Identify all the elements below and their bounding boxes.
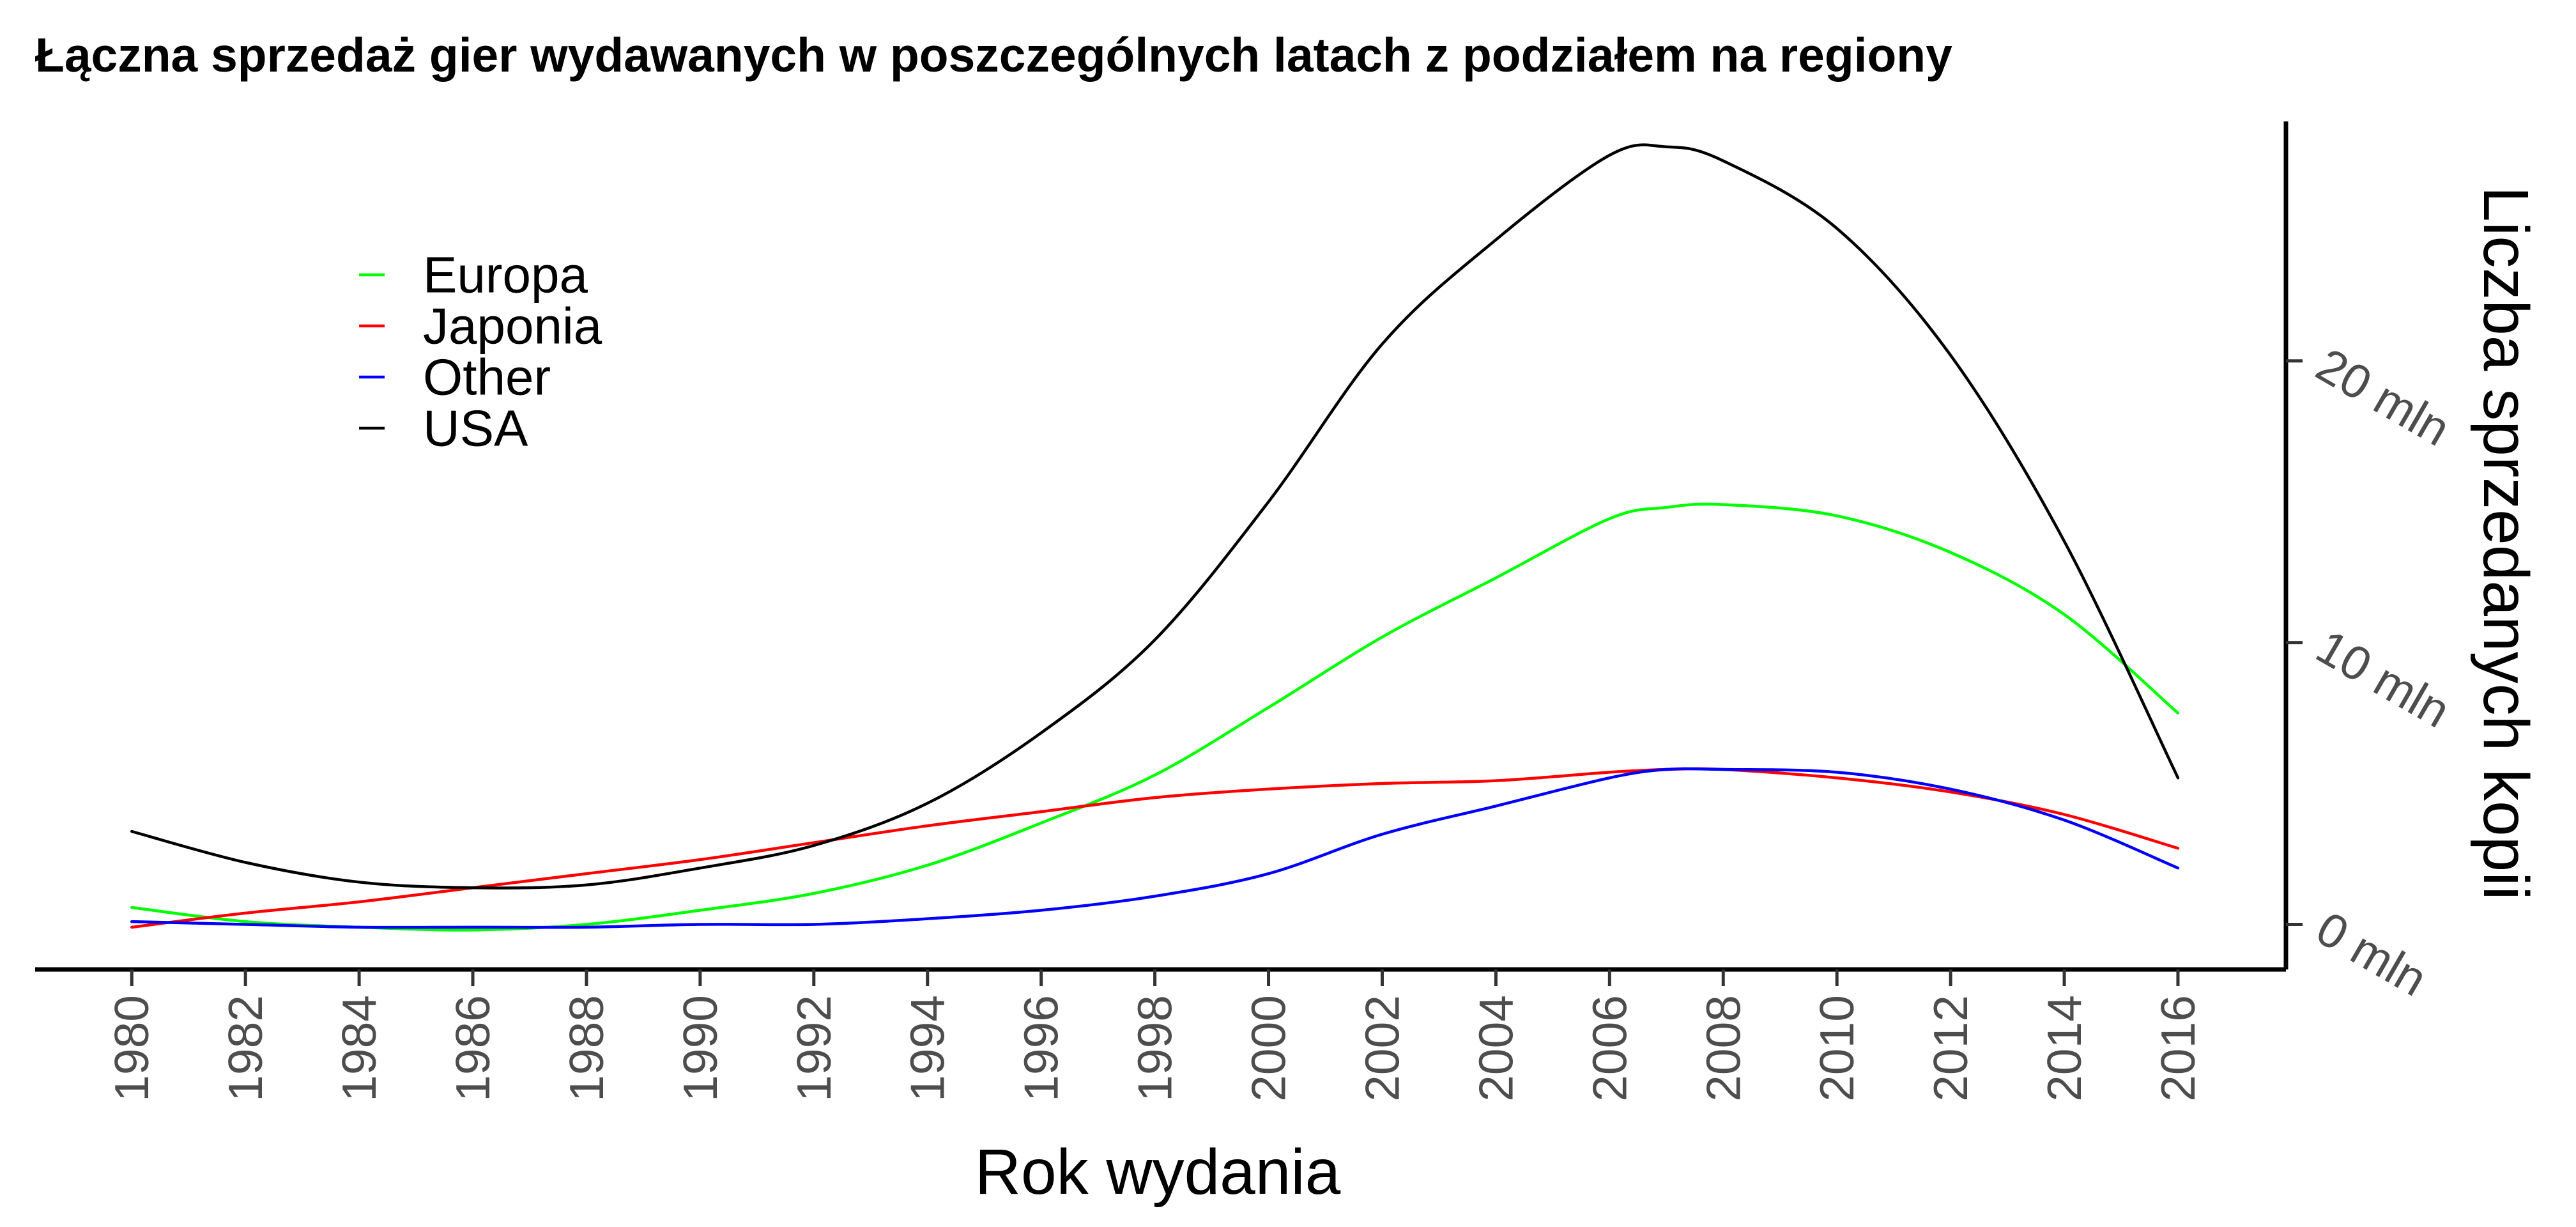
y-tick-label: 10 mln — [2308, 619, 2459, 737]
x-tick-label: 1984 — [332, 995, 386, 1102]
series-line-other — [130, 767, 2180, 929]
x-tick-label: 2006 — [1583, 995, 1636, 1102]
y-tick-label: 0 mln — [2308, 901, 2436, 1006]
series-line-usa — [130, 143, 2180, 890]
legend-label-other: Other — [423, 349, 551, 406]
x-tick-label: 1998 — [1128, 995, 1182, 1102]
x-tick-label: 1986 — [446, 995, 500, 1102]
x-tick-label: 2008 — [1696, 995, 1750, 1102]
y-tick-label: 20 mln — [2308, 337, 2459, 456]
x-tick-label: 2010 — [1810, 995, 1864, 1102]
x-tick-label: 1980 — [105, 995, 158, 1102]
x-tick-label: 1996 — [1015, 995, 1068, 1102]
x-tick-label: 1988 — [560, 995, 613, 1102]
y-axis-title: Liczba sprzedanych kopii — [2470, 186, 2542, 900]
y-ticks: 0 mln 10 mln 20 mln — [2286, 337, 2459, 1007]
legend-label-europa: Europa — [423, 247, 588, 304]
x-tick-label: 2016 — [2151, 995, 2205, 1102]
series-line-japonia — [130, 767, 2180, 929]
chart-title: Łączna sprzedaż gier wydawanych w poszcz… — [35, 28, 1952, 82]
x-tick-label: 1990 — [673, 995, 727, 1102]
x-tick-label: 1982 — [218, 995, 272, 1102]
x-tick-label: 2002 — [1355, 995, 1409, 1102]
axes-layer — [35, 121, 2288, 972]
legend-label-japonia: Japonia — [423, 298, 602, 355]
x-ticks: 1980 1982 1984 1986 1988 1990 1992 1994 1996 1998… — [105, 969, 2205, 1102]
x-tick-label: 1994 — [901, 995, 954, 1102]
x-tick-label: 2014 — [2037, 995, 2091, 1102]
legend-label-usa: USA — [423, 400, 528, 457]
x-tick-label: 2004 — [1469, 995, 1522, 1102]
series-line-europa — [130, 502, 2180, 932]
series-layer — [130, 143, 2180, 932]
x-tick-label: 2000 — [1242, 995, 1296, 1102]
x-axis-title: Rok wydania — [975, 1136, 1341, 1208]
x-tick-label: 1992 — [787, 995, 841, 1102]
x-tick-label: 2012 — [1924, 995, 1977, 1102]
